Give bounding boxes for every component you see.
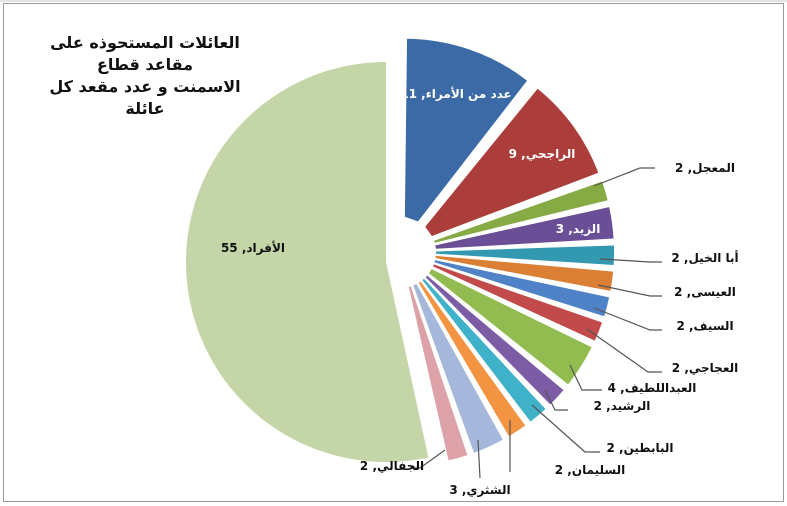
- data-label: العيسى, 2: [674, 285, 736, 299]
- leader-line: [569, 364, 602, 391]
- leader-line: [593, 167, 655, 187]
- pie-slice[interactable]: [425, 275, 564, 405]
- leader-line: [597, 284, 662, 297]
- data-label: السليمان, 2: [555, 463, 626, 477]
- leader-line: [531, 404, 600, 453]
- leader-line: [599, 258, 662, 263]
- leader-line: [477, 439, 481, 479]
- leader-line: [593, 307, 662, 331]
- data-label: عدد من الأمراء, 11: [400, 86, 512, 101]
- pie-slice[interactable]: [185, 62, 429, 463]
- data-label: أبا الخيل, 2: [671, 250, 738, 265]
- pie-slice[interactable]: [435, 255, 614, 291]
- pie-slice[interactable]: [425, 88, 599, 236]
- pie-slice[interactable]: [434, 181, 608, 243]
- leader-lines: [410, 167, 662, 479]
- pie-slice[interactable]: [418, 281, 526, 437]
- data-label: الرشيد, 2: [594, 399, 651, 413]
- pie-slice[interactable]: [422, 278, 546, 422]
- pie-slices: [185, 38, 614, 463]
- data-label: الزيد, 3: [556, 222, 601, 236]
- pie-slice[interactable]: [435, 207, 614, 249]
- leader-line: [586, 328, 662, 373]
- data-labels: عدد من الأمراء, 11 الراجحي, 9 المعجل, 2 الز…: [221, 86, 739, 497]
- leader-line: [544, 389, 568, 411]
- data-label: البابطين, 2: [606, 441, 673, 455]
- chart-title-line-2: الاسمنت و عدد مقعد كل عائلة: [49, 77, 241, 118]
- data-label: السيف, 2: [676, 319, 733, 333]
- chart-title: العائلات المستحوذه على مقاعد قطاع الاسمن…: [30, 32, 260, 120]
- data-label: العجاجي, 2: [672, 361, 738, 375]
- data-label: المعجل, 2: [675, 161, 735, 175]
- data-label: الشثري, 3: [449, 483, 510, 497]
- data-label: العبداللطيف, 4: [608, 381, 697, 395]
- pie-slice[interactable]: [404, 38, 528, 222]
- data-label: الأفراد, 55: [221, 240, 285, 255]
- pie-slice[interactable]: [429, 269, 592, 385]
- leader-line: [410, 449, 446, 469]
- chart-title-line-1: العائلات المستحوذه على مقاعد قطاع: [50, 33, 240, 74]
- pie-slice[interactable]: [408, 286, 468, 461]
- data-label: الجفالي, 2: [360, 459, 424, 473]
- data-label: الراجحي, 9: [509, 147, 576, 161]
- pie-slice[interactable]: [435, 245, 614, 266]
- pie-slice[interactable]: [413, 283, 503, 453]
- pie-slice[interactable]: [432, 264, 603, 341]
- pie-slice[interactable]: [434, 260, 610, 317]
- spreadsheet-gridline: [0, 0, 787, 2]
